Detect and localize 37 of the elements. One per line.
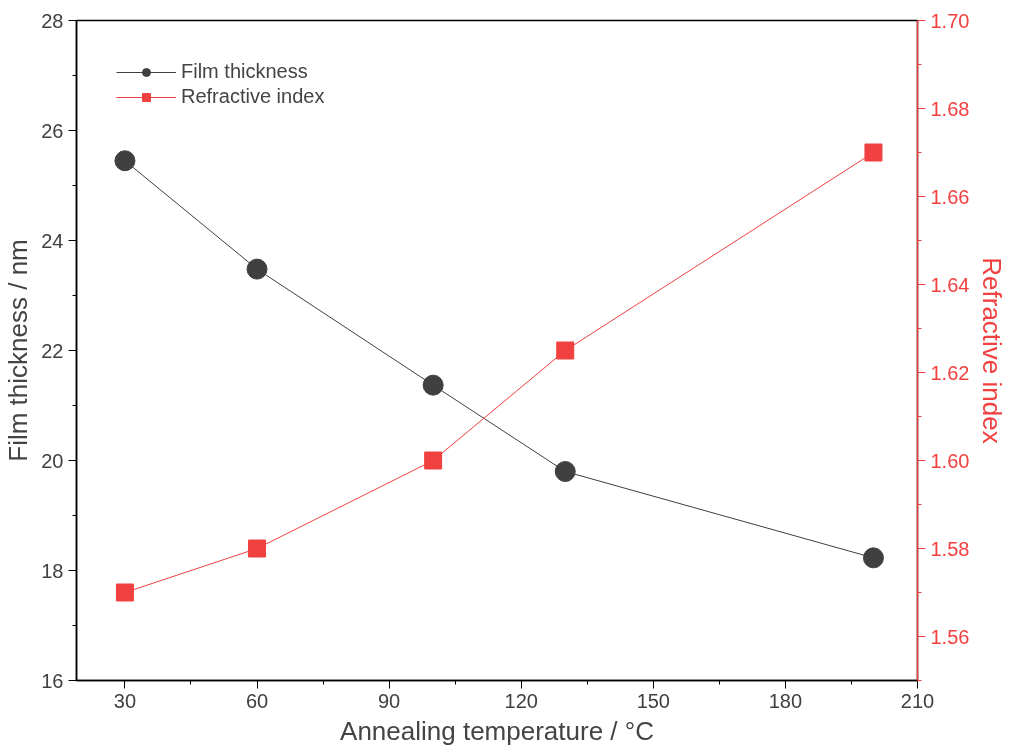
y2-tick-label: 1.58 <box>930 537 970 560</box>
point <box>554 461 576 482</box>
point <box>424 451 443 470</box>
y-tick-label: 16 <box>41 669 64 692</box>
y-tick-label: 22 <box>41 339 64 362</box>
x-axis-title: Annealing temperature / °C <box>340 715 654 746</box>
point <box>246 258 268 280</box>
point <box>864 143 883 162</box>
x-tick-label: 210 <box>900 689 935 712</box>
point <box>862 547 884 569</box>
x-tick-label: 90 <box>378 689 401 712</box>
point <box>556 341 575 360</box>
legend-label: Film thickness <box>181 60 308 83</box>
y-tick-label: 26 <box>41 119 64 142</box>
y-tick-label: 20 <box>41 449 64 472</box>
point <box>422 374 444 396</box>
y-tick-label: 18 <box>41 559 64 582</box>
y2-tick-label: 1.62 <box>930 361 970 384</box>
x-tick-label: 180 <box>768 689 803 712</box>
y2-axis-title: Refractive index <box>977 257 1008 444</box>
y-tick-label: 28 <box>41 9 64 32</box>
point <box>248 539 267 558</box>
y2-tick-label: 1.70 <box>930 9 970 32</box>
y2-tick-label: 1.66 <box>930 185 970 208</box>
y2-tick-label: 1.60 <box>930 449 970 472</box>
point <box>115 583 134 602</box>
legend-label: Refractive index <box>181 85 325 108</box>
x-tick-label: 60 <box>245 689 269 712</box>
y2-tick-label: 1.56 <box>930 625 970 648</box>
y-tick-label: 24 <box>41 229 64 252</box>
y2-tick-label: 1.68 <box>930 97 970 120</box>
point <box>114 150 136 172</box>
x-tick-label: 150 <box>636 689 670 712</box>
y-axis-title: Film thickness / nm <box>3 239 34 462</box>
x-tick-label: 120 <box>504 689 538 712</box>
x-tick-label: 30 <box>113 689 137 712</box>
y2-tick-label: 1.64 <box>930 273 970 296</box>
